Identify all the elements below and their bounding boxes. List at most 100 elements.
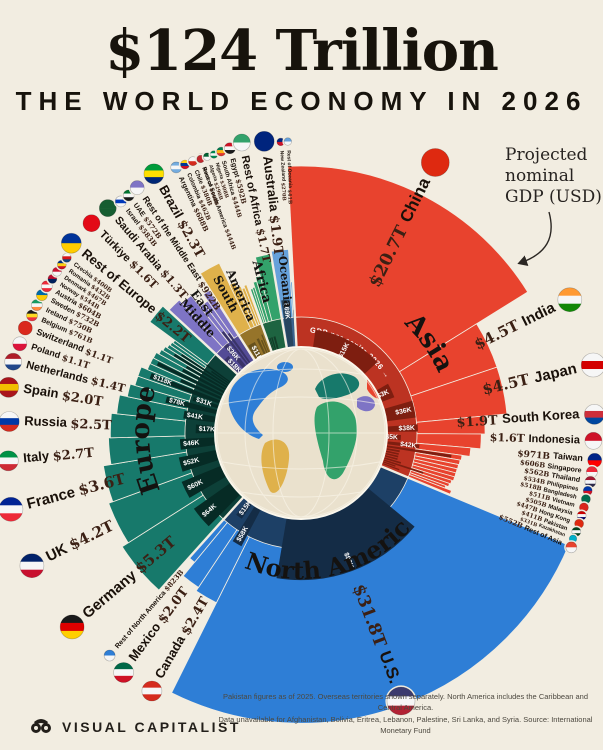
brand-logo: VISUAL CAPITALIST	[28, 718, 241, 736]
label-taiwan: $971B Taiwan	[517, 448, 583, 465]
separator-middle-east	[84, 232, 239, 376]
percapita-label-netherlands: $78K	[168, 397, 186, 408]
flag-taiwan	[586, 451, 603, 469]
flag-rest-of-europe	[59, 231, 83, 255]
globe-landmasses	[228, 362, 386, 493]
footnote-line-1: Pakistan figures as of 2025. Overseas te…	[222, 692, 589, 713]
percapita-bar-canada	[232, 506, 261, 547]
percapita-bar-philippines	[385, 450, 399, 455]
percapita-bar-singapore	[386, 445, 452, 458]
percapita-bar-thailand	[386, 448, 400, 453]
separator-north-america	[379, 464, 573, 548]
percapita-bar-saudi-arabia	[223, 343, 246, 369]
percapita-bar-czechia	[206, 364, 231, 383]
percapita-bar-hong-kong	[383, 459, 424, 474]
flag-france	[0, 495, 25, 523]
globe-graphic	[214, 346, 388, 520]
flag-spain	[0, 375, 21, 399]
label-uk: UK $4.2T	[43, 516, 118, 565]
percapita-bar-netherlands	[165, 396, 218, 414]
flag-switzerland	[16, 319, 34, 337]
percapita-bar-germany	[193, 483, 240, 527]
flag-layer	[0, 129, 603, 717]
label-spain: Spain $2.0T	[22, 381, 104, 409]
percapita-label-russia: $17K	[199, 426, 216, 434]
footnote: Pakistan figures as of 2025. Overseas te…	[218, 691, 593, 736]
flag-japan	[579, 351, 603, 379]
percapita-bar-israel	[221, 331, 249, 365]
flag-rest-of-north-america	[102, 648, 117, 663]
percapita-bar-south-africa	[271, 337, 277, 350]
separator-europe	[103, 496, 245, 653]
percapita-bar-malaysia	[384, 457, 402, 464]
ring-asia	[294, 317, 418, 478]
label-italy: Italy $2.7T	[22, 444, 94, 467]
flag-t-rkiye	[81, 213, 102, 234]
percapita-bar-denmark	[180, 354, 229, 386]
percapita-bar-t-rkiye	[224, 355, 242, 373]
flag-netherlands	[3, 351, 24, 372]
ring-africa	[261, 318, 287, 353]
percapita-bar-australia	[281, 299, 294, 347]
percapita-bar-uk	[181, 466, 226, 498]
footer: VISUAL CAPITALIST Pakistan figures as of…	[0, 692, 603, 742]
flag-australia	[252, 129, 276, 153]
percapita-bar-chile	[261, 334, 270, 353]
percapita-bar-japan	[384, 400, 416, 422]
percapita-bar-nigeria	[269, 337, 275, 351]
flag-canada	[140, 679, 164, 703]
label-algeria: Algeria $290B	[207, 164, 225, 201]
percapita-bar-indonesia	[387, 434, 401, 441]
flag-singapore	[584, 464, 599, 480]
flag-rest-of-africa	[231, 132, 252, 153]
percapita-bar-colombia	[260, 339, 268, 354]
percapita-bar-china	[313, 329, 378, 374]
flag-germany	[58, 613, 86, 641]
footnote-line-2: Data unavailable for Afghanistan, Bolivi…	[218, 714, 593, 735]
percapita-bar-russia	[195, 424, 215, 434]
flag-mexico	[112, 660, 136, 685]
percapita-bar-bangladesh	[385, 452, 399, 458]
percapita-bar-sweden	[182, 368, 225, 394]
percapita-bar-u-s-	[276, 488, 415, 581]
percapita-label-france: $52K	[183, 457, 201, 468]
continent-separator-layer	[84, 139, 573, 653]
chart-root: GDP per capita 2026 →$15K$3K$36K$38K$5K$…	[0, 0, 603, 724]
page-title: $124 Trillion	[105, 18, 499, 84]
visual-capitalist-binoculars-icon	[31, 719, 51, 734]
percapita-label-taiwan: $42K	[400, 441, 417, 450]
globe-africa	[314, 401, 358, 480]
page-subtitle: THE WORLD ECONOMY IN 2026	[15, 86, 588, 116]
flag-rest-of-oceania	[282, 136, 294, 147]
percapita-bar-france	[178, 450, 219, 472]
flag-uk	[18, 552, 46, 580]
label-singapore: $606B Singapore	[519, 457, 582, 474]
flag-rest-of-asia	[564, 540, 579, 555]
flag-poland	[11, 335, 29, 353]
label-south-korea: $1.9T South Korea	[456, 407, 581, 431]
percapita-bar-argentina	[256, 338, 266, 355]
percapita-bar-kazakhstan	[382, 463, 400, 471]
label-australia: Australia $1.9T	[259, 155, 288, 257]
percapita-bar-pakistan	[382, 461, 396, 467]
flag-south-korea	[582, 402, 603, 426]
percapita-label-india: $3K	[376, 389, 390, 401]
wedge-china	[286, 165, 529, 373]
percapita-bar-spain	[183, 410, 216, 423]
separator-asia	[284, 139, 298, 348]
separator-oceania	[251, 142, 288, 349]
percapita-bar-norway	[173, 353, 228, 388]
percapita-bar-taiwan	[387, 441, 420, 449]
percapita-label-australia: $69K	[282, 303, 291, 320]
annotation-arrow	[517, 211, 552, 266]
annotation-projected-gdp: Projected nominal GDP (USD)	[505, 145, 602, 207]
flag-rest-of-the-middle-east	[128, 179, 146, 197]
flag-u-s-	[385, 685, 417, 717]
separator-south-america	[142, 184, 256, 362]
label-new-zealand: New Zealand $270B	[278, 151, 288, 201]
globe-middle-east	[357, 396, 375, 412]
percapita-label-italy: $46K	[183, 439, 200, 448]
flag-india	[556, 286, 584, 314]
flag-indonesia	[583, 430, 603, 451]
